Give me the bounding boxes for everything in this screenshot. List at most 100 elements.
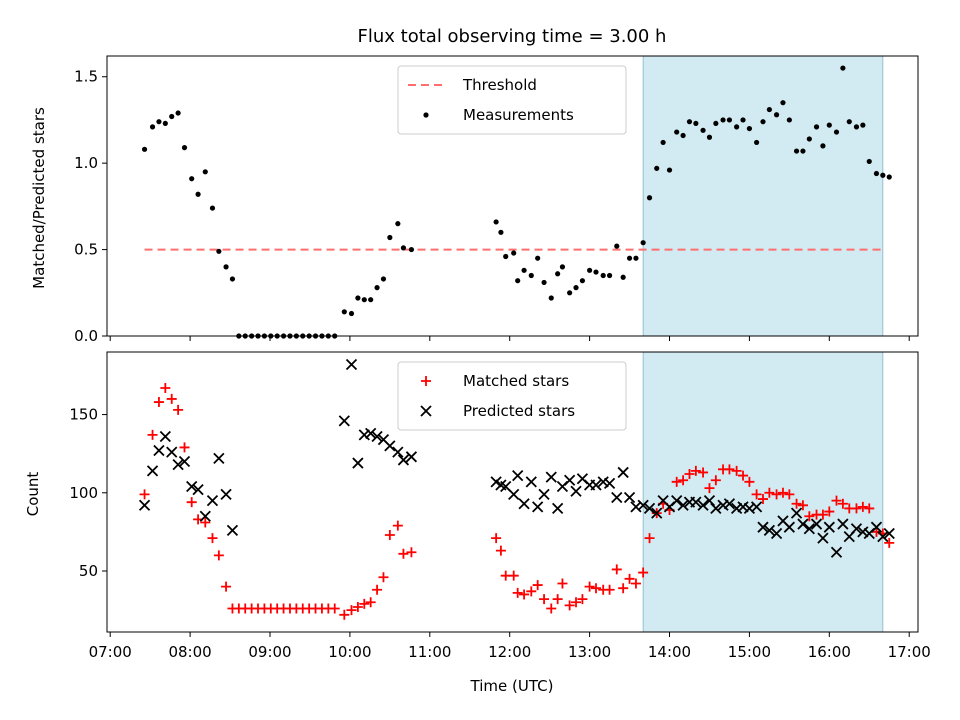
data-point xyxy=(495,545,506,556)
data-point xyxy=(786,117,792,123)
data-point xyxy=(710,475,721,486)
data-point xyxy=(703,494,716,507)
data-point xyxy=(883,527,895,540)
data-point xyxy=(837,518,849,530)
data-point xyxy=(740,117,746,123)
data-point xyxy=(851,503,862,514)
x-tick-label: 07:00 xyxy=(89,643,132,661)
axes-frame xyxy=(106,351,919,633)
x-tick-label: 08:00 xyxy=(168,643,211,661)
data-point xyxy=(511,250,517,256)
data-point xyxy=(153,397,164,408)
data-point xyxy=(587,267,593,273)
data-point xyxy=(806,136,812,142)
data-point xyxy=(677,499,689,511)
data-point xyxy=(160,382,171,393)
data-point xyxy=(577,594,588,605)
data-point xyxy=(532,501,544,513)
data-point xyxy=(600,272,606,279)
data-point xyxy=(866,158,872,165)
data-point xyxy=(813,124,820,130)
data-point xyxy=(166,446,178,458)
data-point xyxy=(824,506,835,517)
data-point xyxy=(877,530,889,543)
x-tick-label: 17:00 xyxy=(888,643,931,661)
data-point xyxy=(508,570,519,581)
data-point xyxy=(139,489,150,500)
x-tick-label: 12:00 xyxy=(488,643,531,661)
data-point xyxy=(147,429,158,440)
data-point xyxy=(617,466,629,479)
data-point xyxy=(630,501,642,513)
data-point xyxy=(624,573,635,584)
legend-swatch xyxy=(421,376,431,386)
data-point xyxy=(793,148,800,154)
data-point xyxy=(186,480,198,493)
data-point xyxy=(559,264,566,270)
x-tick-label: 13:00 xyxy=(568,643,611,661)
shaded-region-group xyxy=(642,55,884,337)
data-point xyxy=(525,476,537,488)
data-point xyxy=(744,476,755,487)
data-point xyxy=(584,581,595,592)
data-point xyxy=(526,586,537,597)
data-point xyxy=(618,583,629,594)
data-point xyxy=(552,502,564,515)
data-point xyxy=(710,502,722,515)
bottom-chart: Count Time (UTC) 50 100 150 07:00 08:00 09:00… xyxy=(24,351,931,695)
data-point xyxy=(173,404,184,415)
data-point xyxy=(790,507,803,519)
data-point xyxy=(138,499,151,511)
data-point xyxy=(400,245,407,251)
data-point xyxy=(700,127,706,133)
data-point xyxy=(846,119,852,125)
data-point xyxy=(392,520,403,531)
data-point xyxy=(395,221,401,227)
data-point xyxy=(873,170,880,177)
data-point xyxy=(704,483,715,494)
legend-label: Predicted stars xyxy=(463,402,575,420)
data-point xyxy=(720,117,726,123)
data-point xyxy=(338,415,350,427)
data-point xyxy=(515,278,521,284)
data-point xyxy=(604,584,615,595)
data-point xyxy=(149,124,156,130)
data-point xyxy=(606,272,613,279)
shaded-region-group xyxy=(642,351,884,633)
data-point xyxy=(380,276,387,282)
y-tick-label: 0.0 xyxy=(74,327,98,345)
data-point xyxy=(384,440,396,452)
legend: Threshold Measurements xyxy=(397,65,627,135)
data-point xyxy=(372,584,383,595)
data-point xyxy=(590,479,602,491)
data-point xyxy=(884,537,895,548)
legend-box xyxy=(397,65,627,135)
data-point xyxy=(387,234,393,241)
data-point xyxy=(352,601,363,612)
data-point xyxy=(791,498,802,509)
axes-group: 0.0 0.5 1.0 1.5 xyxy=(74,55,919,345)
data-point xyxy=(593,269,599,275)
data-point xyxy=(226,524,239,536)
data-point xyxy=(557,578,568,589)
data-point xyxy=(397,454,410,466)
data-point xyxy=(643,502,656,515)
data-point xyxy=(172,458,184,471)
data-point xyxy=(717,499,729,511)
data-point xyxy=(579,278,586,284)
data-point xyxy=(833,129,840,135)
data-point xyxy=(508,488,520,500)
x-tick-label: 11:00 xyxy=(408,643,451,661)
axes-frame xyxy=(106,55,919,337)
data-point xyxy=(346,605,357,616)
data-point xyxy=(620,274,626,280)
data-point xyxy=(141,146,148,152)
data-point xyxy=(199,510,211,522)
data-point xyxy=(532,580,543,591)
data-point xyxy=(365,597,376,608)
data-point xyxy=(563,474,576,486)
data-point xyxy=(783,521,795,533)
data-point xyxy=(693,120,699,127)
data-point xyxy=(633,255,639,261)
data-point xyxy=(538,488,550,500)
